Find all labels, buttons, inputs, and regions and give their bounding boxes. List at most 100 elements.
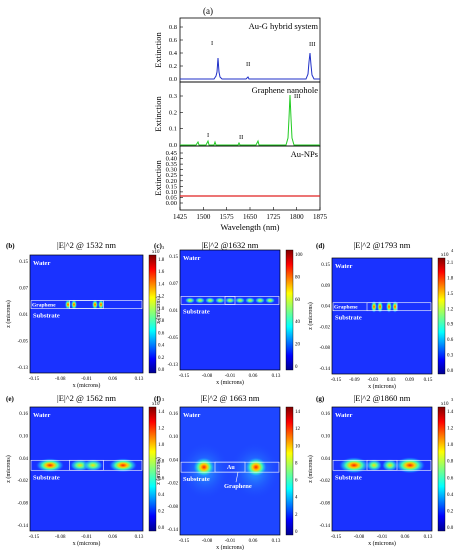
map-ytick: 0.15 (169, 255, 178, 260)
map-frame (29, 406, 144, 532)
xtick-label: 1800 (290, 213, 305, 221)
map-ytick: 0.16 (321, 412, 330, 417)
map-ytick: -0.14 (18, 524, 29, 529)
ytick-label: 0.0 (169, 142, 177, 149)
label-water: Water (183, 255, 200, 262)
map-ytick: -0.14 (168, 528, 179, 533)
label-substrate: Substrate (33, 474, 60, 481)
field-hotspot (109, 458, 137, 473)
map-ytick: 0.16 (169, 412, 178, 417)
colorbar-tick: 1.2 (447, 427, 454, 432)
graphene-pointer (235, 472, 239, 483)
field-hotspot (185, 297, 195, 304)
map-ylabel: z (microns) (5, 455, 12, 483)
ytick-label: 0.45 (166, 150, 177, 157)
colorbar (437, 257, 446, 375)
field-hotspot (65, 299, 71, 310)
field-hotspot (195, 297, 205, 304)
map-xtick: -0.01 (81, 535, 92, 540)
map-xtick: -0.15 (331, 378, 342, 383)
xtick-label: 1875 (313, 213, 328, 221)
map-xtick: -0.09 (349, 378, 360, 383)
map-ytick: -0.14 (320, 524, 331, 529)
colorbar-exponent: x10 (441, 253, 449, 258)
ytick-label: 0.35 (166, 161, 177, 168)
subplot-3-ylabel: Extinction (153, 160, 163, 196)
map-xlabel: x (microns) (73, 382, 101, 389)
map-xtick: 0.13 (424, 535, 433, 540)
field-hotspot (395, 457, 425, 474)
ytick-label: 0.00 (166, 200, 177, 207)
field-hotspot (392, 300, 398, 313)
map-panel-b: (b) |E|^2 @ 1532 nm Water Graphene Substrate… (5, 240, 165, 389)
map-panel-label: (f) (154, 395, 162, 403)
subplot-2-yticks: 0.3 0.2 0.1 0.0 (169, 93, 183, 149)
colorbar-tick: 1.0 (158, 443, 165, 448)
map-panel-label: (d) (316, 242, 325, 250)
field-hotspot (98, 299, 104, 310)
ytick-label: 0.2 (169, 109, 177, 116)
map-ytick: 0.04 (321, 305, 330, 310)
subplot-3-title: Au-NPs (291, 149, 318, 159)
colorbar-exponent: x10 (152, 250, 160, 255)
map-ytick: 0.07 (19, 287, 28, 292)
peak-label-1: I (211, 40, 213, 47)
ytick-label: 0.05 (166, 194, 177, 201)
map-title: |E|^2 @1860 nm (354, 393, 411, 403)
map-ytick: -0.13 (168, 363, 179, 368)
nanohole-outline (214, 461, 246, 473)
map-xtick: 0.13 (272, 539, 281, 544)
xtick-label: 1575 (220, 213, 235, 221)
field-hotspot (215, 297, 225, 304)
map-ytick: -0.02 (320, 325, 331, 330)
series-au-g-hybrid (180, 52, 320, 80)
colorbar-tick: 0.6 (447, 476, 454, 481)
field-hotspot (92, 299, 98, 310)
label-water: Water (335, 263, 352, 270)
xtick-label: 1500 (196, 213, 211, 221)
map-xtick: 0.13 (272, 374, 281, 379)
colorbar-tick: 12 (295, 427, 301, 432)
map-title: |E|^2 @ 1663 nm (201, 393, 260, 403)
map-xtick: 0.13 (135, 377, 144, 382)
colorbar-tick: 0.0 (447, 369, 454, 374)
xtick-label: 1425 (173, 213, 188, 221)
ytick-label: 0.20 (166, 178, 177, 185)
map-xtick: -0.15 (29, 377, 40, 382)
map-ylabel: z (microns) (155, 457, 162, 485)
field-hotspot (265, 297, 275, 304)
colorbar-tick: 1.5 (447, 292, 454, 297)
map-panel-g: (g) |E|^2 @1860 nm Water Substrate 0.16 0.10 0… (307, 393, 454, 547)
panel-a-xticks: 1425 1500 1575 1650 1725 1800 1875 (173, 207, 328, 221)
label-substrate: Substrate (335, 474, 362, 481)
field-hotspot (245, 297, 255, 304)
field-hotspot (386, 300, 392, 313)
ytick-label: 0.0 (169, 76, 177, 83)
map-ylabel: z (microns) (307, 455, 314, 483)
map-ytick: -0.08 (168, 505, 179, 510)
field-background (180, 250, 280, 370)
nanohole-outline (69, 300, 104, 309)
colorbar-tick: 0.8 (447, 460, 454, 465)
colorbar-tick: 20 (295, 343, 301, 348)
colorbar-tick: 1.4 (158, 410, 165, 415)
label-substrate: Substrate (183, 308, 210, 315)
ytick-label: 0.4 (169, 50, 178, 57)
map-ytick: -0.05 (18, 340, 29, 345)
colorbar-tick: 0 (295, 365, 298, 370)
map-ylabel: z (microns) (5, 300, 12, 328)
map-xtick: 0.06 (108, 377, 117, 382)
colorbar-tick: 2.1 (447, 261, 454, 266)
ytick-label: 0.3 (169, 93, 177, 100)
peak-label-2: II (246, 61, 250, 68)
map-xtick: -0.15 (179, 374, 190, 379)
panel-a-label: (a) (203, 6, 213, 16)
map-ytick: -0.08 (320, 346, 331, 351)
colorbar-tick: 10 (295, 444, 301, 449)
map-panel-label: (b) (6, 242, 15, 250)
map-title: |E|^2 @ 1532 nm (57, 240, 116, 250)
colorbar-tick: 60 (295, 298, 301, 303)
peak-label-g3: III (294, 93, 301, 100)
colorbar-tick: 0.6 (158, 331, 165, 336)
map-ytick: 0.07 (169, 282, 178, 287)
